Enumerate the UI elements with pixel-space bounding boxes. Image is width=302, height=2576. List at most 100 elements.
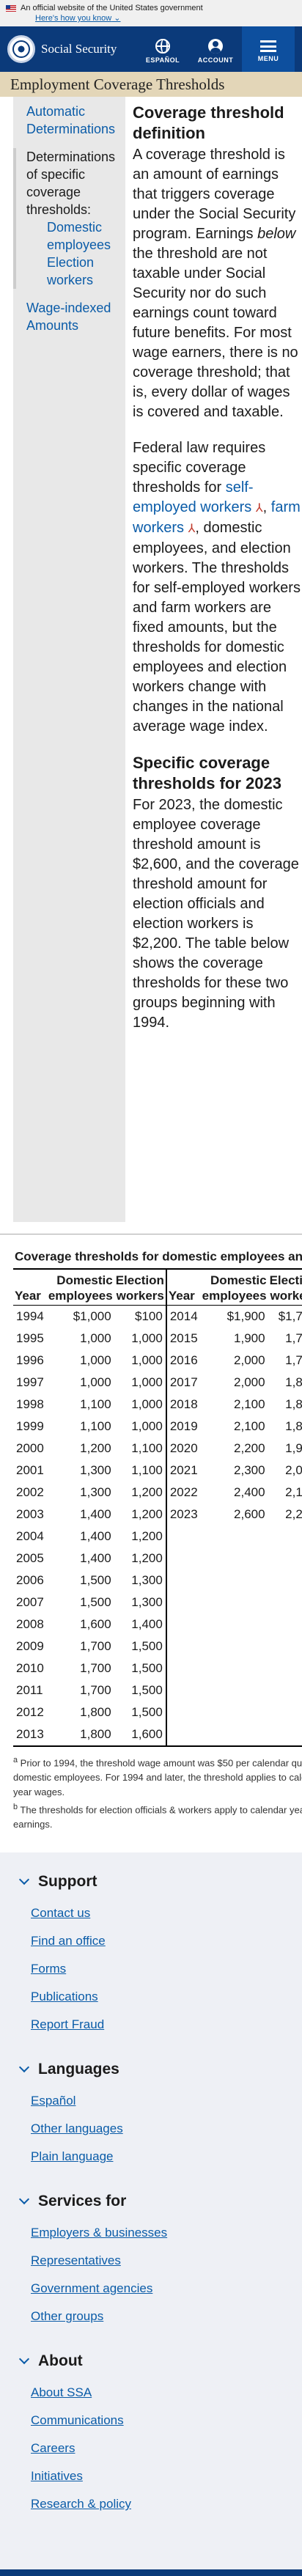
ssa-seal-logo[interactable] xyxy=(7,35,35,63)
table-cell xyxy=(201,1613,268,1635)
table-cell: 2023 xyxy=(169,1506,198,1521)
table-cell: 1,200 xyxy=(80,1440,111,1455)
table-cell xyxy=(166,1679,201,1701)
footer-link[interactable]: Contact us xyxy=(31,1906,91,1921)
table-cell xyxy=(268,1635,302,1657)
sidenav-election-workers[interactable]: Election workers xyxy=(47,255,95,287)
table-cell: 2002 xyxy=(16,1484,44,1499)
sidenav-automatic-determinations[interactable]: Automatic Determinations xyxy=(26,104,116,136)
table-cell xyxy=(268,1679,302,1701)
table-cell: 1,000 xyxy=(114,1349,167,1372)
footer-link[interactable]: Plain language xyxy=(31,2149,114,2164)
table-cell: 1,000 xyxy=(114,1371,167,1394)
heres-how-you-know-link[interactable]: Here's how you know ⌄ xyxy=(35,14,121,23)
footer-link[interactable]: Español xyxy=(31,2094,76,2108)
footer-link[interactable]: Government agencies xyxy=(31,2281,153,2296)
site-footer: Support Contact us Find an office Forms Publ… xyxy=(0,1852,302,2570)
footer-section-toggle[interactable]: Languages xyxy=(0,2061,302,2078)
chevron-down-icon xyxy=(18,1874,30,1885)
table-cell: 1,700 xyxy=(80,1638,111,1653)
table-cell: 1997 xyxy=(16,1375,44,1389)
footer-link[interactable]: Research & policy xyxy=(31,2497,132,2511)
footer-link[interactable]: Other languages xyxy=(31,2121,123,2136)
table-cell xyxy=(268,1591,302,1613)
footer-link[interactable]: Representatives xyxy=(31,2253,121,2268)
self-employed-workers-link[interactable]: self-employed workers xyxy=(133,479,254,515)
footer-section-toggle[interactable]: Services for xyxy=(0,2193,302,2210)
table-cell: 1,800 xyxy=(80,1704,111,1719)
table-cell: 1,000 xyxy=(114,1393,167,1416)
pdf-icon: ⅄ xyxy=(255,502,263,515)
footnote-b: b The thresholds for election officials … xyxy=(13,1802,302,1830)
table-cell: 1,500 xyxy=(114,1635,167,1657)
footer-link[interactable]: About SSA xyxy=(31,2385,92,2400)
table-cell: 1,500 xyxy=(114,1701,167,1723)
col-header-year: Year xyxy=(166,1267,201,1306)
table-cell xyxy=(166,1569,201,1591)
table-cell xyxy=(201,1548,268,1569)
table-cell: 1999 xyxy=(16,1418,44,1433)
page-title: Employment Coverage Thresholds xyxy=(0,72,302,97)
site-brand[interactable]: Social Security xyxy=(41,42,117,56)
footer-section-toggle[interactable]: About xyxy=(0,2352,302,2370)
footer-link[interactable]: Initiatives xyxy=(31,2469,83,2484)
table-cell xyxy=(201,1635,268,1657)
table-cell: 2,300 xyxy=(234,1462,265,1477)
menu-button[interactable]: MENU xyxy=(242,26,295,72)
table-cell: 2022 xyxy=(169,1484,198,1499)
footer-link[interactable]: Employers & businesses xyxy=(31,2226,168,2240)
table-cell: 2019 xyxy=(169,1418,198,1433)
table-row: 2006 1,500 1,300 xyxy=(13,1569,302,1591)
gov-banner: An official website of the United States… xyxy=(0,0,302,26)
table-cell: 1,000 xyxy=(80,1353,111,1367)
table-row: 2004 1,400 1,200 xyxy=(13,1525,302,1548)
espanol-button[interactable]: ESPAÑOL xyxy=(136,26,189,72)
table-row: 2007 1,500 1,300 xyxy=(13,1591,302,1613)
main-content: Automatic Determinations Determinations … xyxy=(0,97,302,1222)
thresholds-2023-paragraph: For 2023, the domestic employee coverage… xyxy=(133,797,299,1031)
table-cell xyxy=(166,1526,201,1548)
table-cell: 2,000 xyxy=(234,1375,265,1389)
table-cell: 2020 xyxy=(169,1440,198,1455)
footer-link[interactable]: Find an office xyxy=(31,1934,106,1948)
table-cell: 1,600 xyxy=(114,1723,167,1747)
sidenav-domestic-employees[interactable]: Domestic employees xyxy=(47,220,111,252)
table-cell: 1,100 xyxy=(80,1396,111,1411)
footer-link[interactable]: Communications xyxy=(31,2413,124,2428)
table-cell: 2013 xyxy=(13,1723,47,1747)
table-cell xyxy=(166,1548,201,1569)
footer-link[interactable]: Publications xyxy=(31,1990,98,2004)
table-cell: 1995 xyxy=(16,1331,44,1345)
col-header-election: Election workers xyxy=(268,1267,302,1306)
sidenav-wage-indexed-amounts[interactable]: Wage-indexed Amounts xyxy=(26,301,111,333)
footer-link[interactable]: Report Fraud xyxy=(31,2017,105,2032)
gov-banner-text: An official website of the United States… xyxy=(21,4,203,12)
table-cell: 2012 xyxy=(16,1704,44,1719)
table-cell: 2,400 xyxy=(234,1484,265,1499)
account-button[interactable]: ACCOUNT xyxy=(189,26,242,72)
chevron-down-icon xyxy=(18,2354,30,2365)
table-cell: 1,300 xyxy=(114,1569,167,1591)
thresholds-2023-heading: Specific coverage thresholds for 2023 xyxy=(133,754,281,792)
hamburger-icon xyxy=(260,40,276,52)
footer-link[interactable]: Careers xyxy=(31,2441,76,2456)
footer-link[interactable]: Forms xyxy=(31,1962,67,1976)
table-cell: 1,100 xyxy=(114,1437,167,1460)
farm-workers-link[interactable]: farm workers xyxy=(133,499,301,536)
col-header-election: Election workers xyxy=(114,1267,167,1306)
footer-section-toggle[interactable]: Support xyxy=(0,1873,302,1891)
table-cell xyxy=(268,1613,302,1635)
table-row: 2011 1,700 1,500 xyxy=(13,1679,302,1701)
table-row: 2005 1,400 1,200 xyxy=(13,1547,302,1569)
table-cell xyxy=(268,1548,302,1569)
table-cell: 2010 xyxy=(16,1660,44,1675)
table-cell: 1,900 xyxy=(285,1440,302,1455)
table-cell: 2,600 xyxy=(234,1506,265,1521)
footer-link[interactable]: Other groups xyxy=(31,2309,104,2324)
footer-section-services-for: Services for Employers & businesses Repres… xyxy=(0,2193,302,2330)
definition-paragraph: A coverage threshold is an amount of ear… xyxy=(133,147,298,420)
table-cell xyxy=(201,1657,268,1679)
